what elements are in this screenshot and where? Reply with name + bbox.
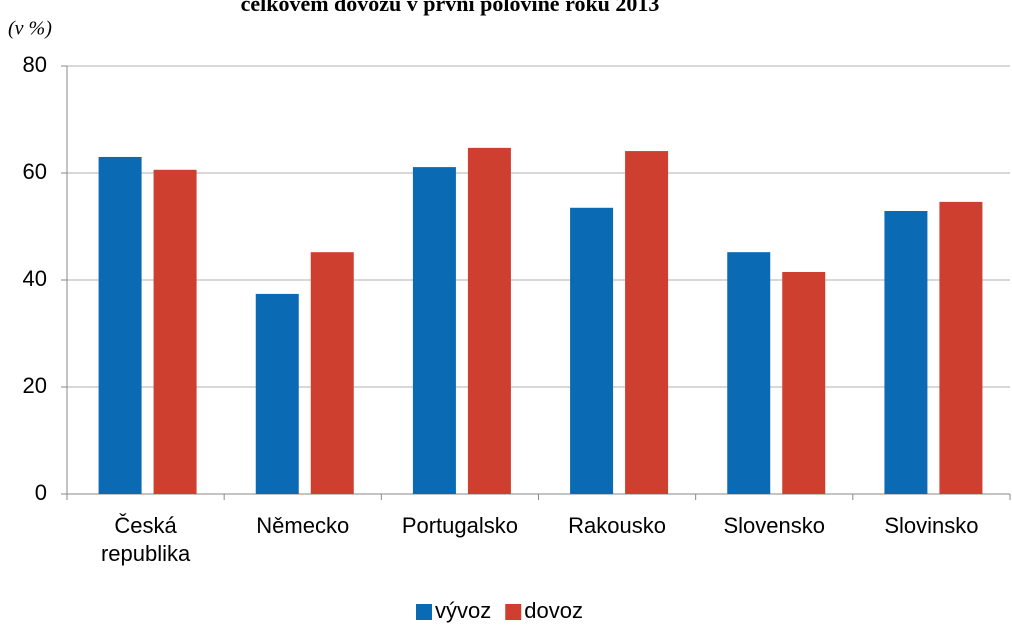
bar bbox=[727, 252, 771, 494]
y-tick-label: 80 bbox=[23, 52, 47, 77]
legend-label: dovoz bbox=[524, 598, 583, 623]
x-tick-label: Rakousko bbox=[568, 513, 666, 538]
bar bbox=[939, 201, 983, 494]
x-tick-label: Česká republika bbox=[100, 513, 191, 566]
bar bbox=[412, 167, 456, 495]
unit-label: (v %) bbox=[8, 18, 52, 40]
y-tick-label: 0 bbox=[35, 480, 47, 505]
chart-title: celkovém dovozu v první polovině roku 20… bbox=[241, 0, 660, 16]
bar bbox=[98, 156, 142, 494]
bar bbox=[782, 271, 826, 494]
x-tick-label: Slovinsko bbox=[884, 513, 979, 538]
y-tick-label: 20 bbox=[23, 373, 47, 398]
legend-swatch bbox=[416, 604, 432, 620]
bar bbox=[884, 210, 928, 495]
bar bbox=[153, 169, 197, 495]
x-tick-label: Slovensko bbox=[723, 513, 825, 538]
bar bbox=[570, 207, 614, 494]
bar bbox=[310, 252, 354, 494]
bar bbox=[467, 147, 511, 495]
bar bbox=[255, 293, 299, 494]
legend-label: vývoz bbox=[435, 598, 491, 623]
legend-swatch bbox=[505, 604, 522, 620]
y-tick-label: 40 bbox=[23, 266, 47, 291]
y-tick-label: 60 bbox=[23, 159, 47, 184]
bar bbox=[625, 151, 669, 494]
x-tick-label: Německo bbox=[256, 513, 350, 538]
x-tick-label: Portugalsko bbox=[401, 513, 518, 538]
